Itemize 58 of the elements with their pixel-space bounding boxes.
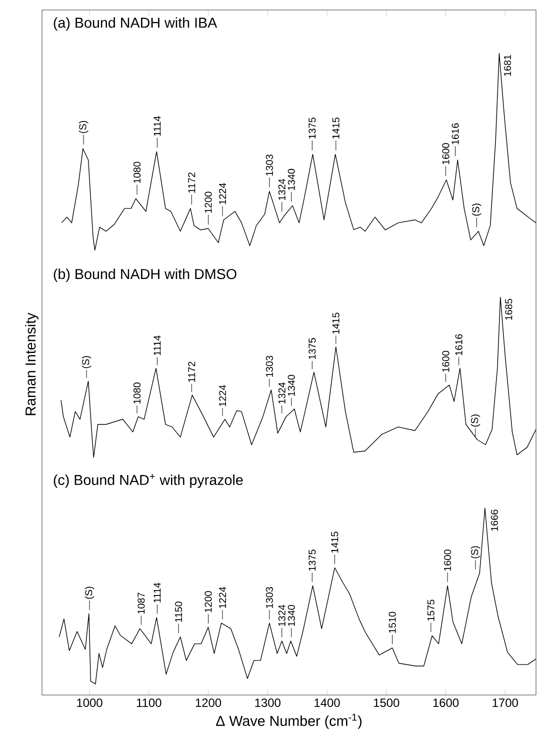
annotation: 1080 (133, 382, 141, 404)
annotation: 1114 (154, 582, 161, 602)
annotation: 1340 (288, 374, 295, 396)
annotation: 1080 (133, 162, 141, 183)
annotation: 1415 (332, 118, 340, 139)
x-tick-label: 1400 (314, 698, 340, 707)
annotation: 1616 (455, 334, 462, 356)
annotation: 1510 (388, 612, 396, 633)
annotation: 1324 (278, 178, 286, 200)
annotation: (S) (470, 414, 480, 427)
annotation: 1415 (331, 532, 338, 553)
annotation: 1600 (444, 550, 452, 571)
annotation: 1303 (266, 356, 273, 377)
annotation: 1340 (288, 168, 295, 190)
annotation: 1303 (266, 587, 273, 608)
x-tick-label: 1300 (255, 698, 280, 707)
annotation: 1415 (332, 312, 340, 334)
x-tick-label: 1700 (492, 698, 518, 707)
annotation: 1172 (188, 172, 196, 193)
x-axis-title: Δ Wave Number (cm$^{-1}$) (216, 714, 362, 729)
annotation: (S) (84, 586, 94, 599)
annotation: (S) (78, 120, 88, 133)
x-tick-label: 1000 (77, 698, 102, 707)
annotation: 1087 (138, 592, 145, 614)
annotation: 1114 (154, 116, 161, 136)
chart-title: (a) Bound NADH with IBA (54, 17, 218, 31)
annotation: 1600 (442, 350, 450, 372)
annotation: 1375 (308, 550, 316, 571)
annotation: 1600 (442, 143, 450, 164)
annotation: 1340 (288, 604, 295, 626)
annotation: (S) (82, 356, 92, 368)
annotation: 1150 (175, 602, 182, 622)
annotation: 1666 (490, 510, 498, 531)
annotation: 1172 (188, 362, 196, 382)
y-axis-title: Raman Intensity (25, 312, 38, 416)
x-tick-label: 1200 (196, 698, 222, 707)
annotation: 1681 (504, 54, 512, 76)
annotation: 1200 (204, 192, 212, 213)
x-tick-label: 1500 (374, 698, 400, 707)
x-tick-label: 1100 (136, 698, 162, 707)
annotation: (S) (472, 204, 482, 216)
annotation: 1375 (308, 118, 316, 139)
annotation: 1575 (427, 600, 434, 621)
annotation: 1324 (278, 604, 286, 626)
annotation: 1685 (505, 298, 512, 320)
annotation: 1324 (278, 382, 286, 404)
annotation: 1114 (154, 336, 161, 356)
x-tick-label: 1600 (433, 698, 459, 707)
annotation: 1303 (266, 154, 273, 176)
annotation: 1224 (219, 586, 226, 608)
annotation: 1224 (219, 183, 226, 204)
annotation: 1375 (308, 338, 316, 360)
annotation: 1224 (219, 384, 226, 406)
chart-title: (c) Bound NAD$^{+}$ with pyrazole (54, 474, 243, 488)
chart-title: (b) Bound NADH with DMSO (54, 268, 236, 282)
annotation: (S) (470, 546, 480, 558)
annotation: 1200 (204, 591, 212, 612)
annotation: 1616 (452, 123, 459, 144)
